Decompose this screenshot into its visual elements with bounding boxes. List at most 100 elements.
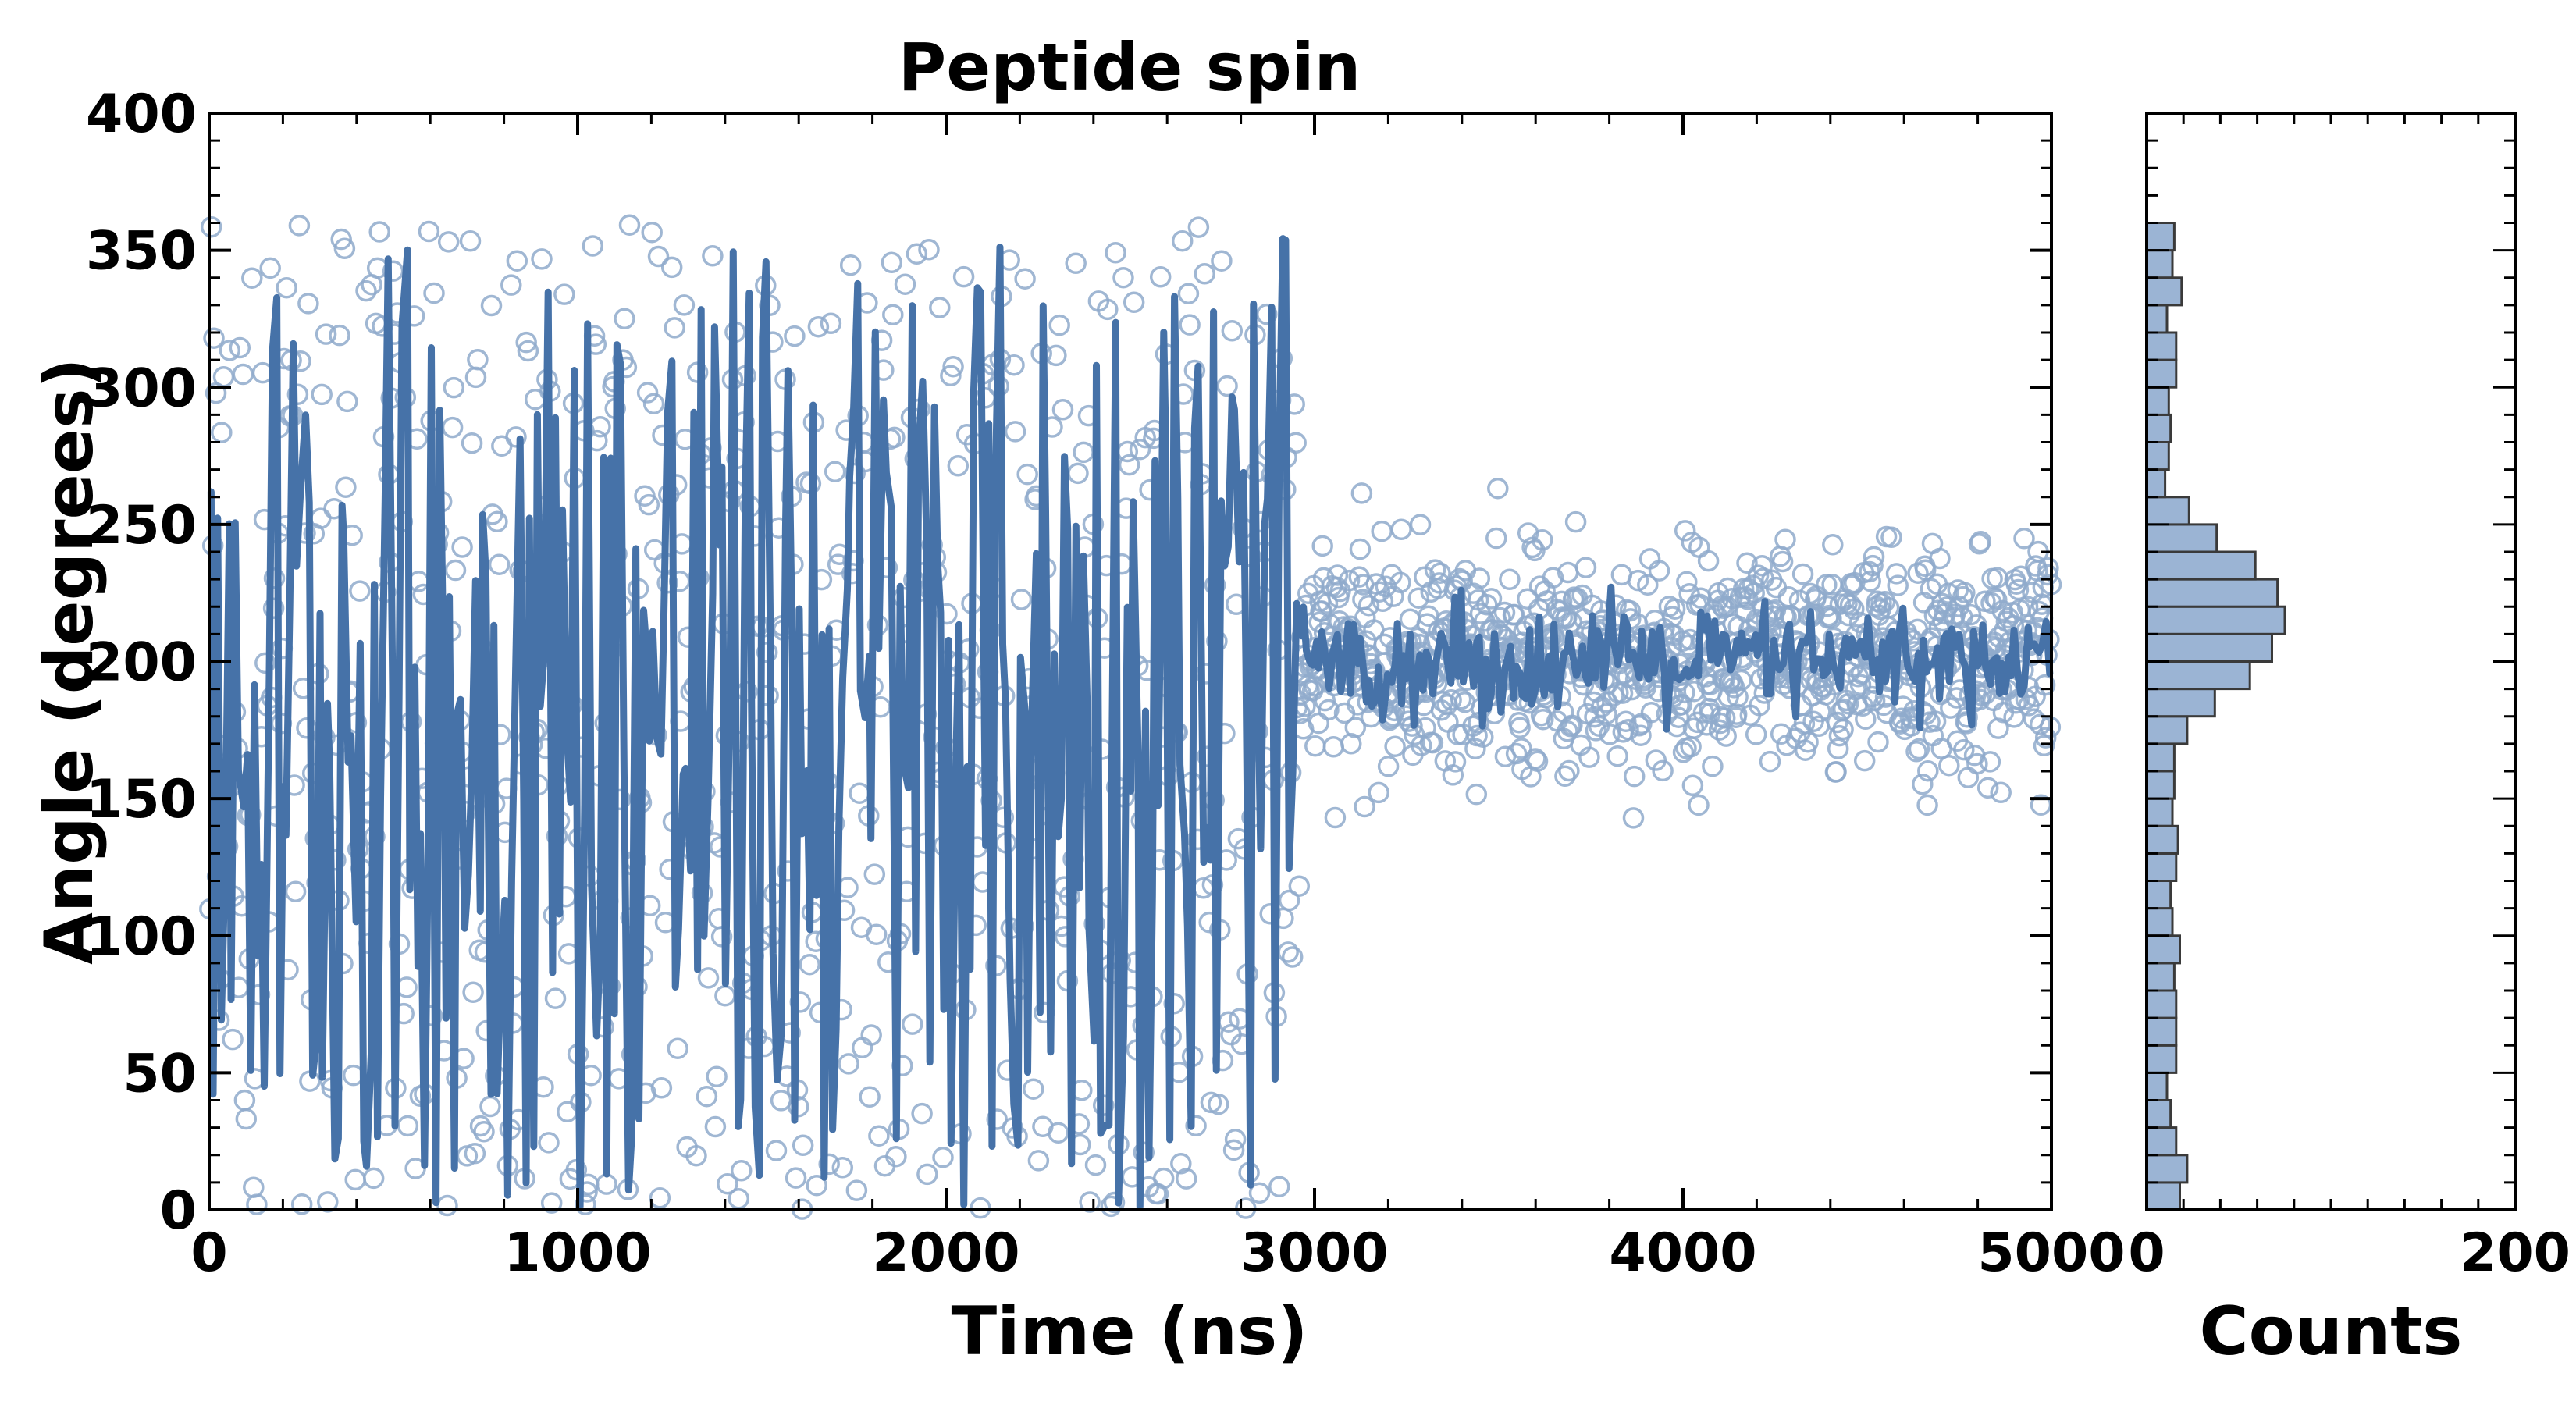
scatter-point [1170,1153,1192,1175]
scatter-point [1862,554,1884,577]
scatter-point [1838,604,1859,627]
scatter-point [1745,724,1767,745]
scatter-point [246,1193,268,1215]
scatter-point [1663,598,1686,620]
scatter-point [1877,596,1900,619]
scatter-point [1010,589,1033,610]
scatter-point [254,652,276,674]
scatter-point [1023,1078,1044,1100]
histogram-bar [2145,1154,2189,1184]
scatter-point [1349,538,1372,560]
histogram-bar [2145,331,2178,361]
scatter-point [349,580,371,602]
scatter-point [1311,535,1333,557]
scatter-point [219,340,241,361]
scatter-point [1350,482,1373,504]
scatter-point [1554,765,1576,788]
scatter-point [1885,563,1908,585]
y-tick-label: 300 [86,357,197,419]
histogram-bar [2145,523,2218,553]
scatter-point [1715,725,1737,747]
scatter-point [618,214,641,236]
histogram-bar [2145,222,2176,252]
scatter-point [1129,438,1151,461]
scatter-point [259,257,281,279]
scatter-point [1409,514,1432,535]
scatter-point [1797,731,1819,753]
scatter-point [1749,695,1770,717]
scatter-point [517,340,539,362]
histogram-bar [2145,249,2174,279]
scatter-point [717,1172,738,1195]
scatter-point [1912,773,1934,795]
x-tick-label: 1000 [503,1222,651,1284]
scatter-point [918,239,940,261]
histogram-bars [2145,222,2286,1211]
scatter-point [1791,563,1814,585]
scatter-point [1465,783,1488,806]
scatter-point [642,393,665,414]
y-tick-label: 150 [86,769,197,831]
scatter-point [333,237,356,260]
scatter-point [1526,750,1549,772]
scatter-point [222,1028,244,1051]
scatter-point [1248,1182,1271,1204]
scatter-point [1966,752,1988,775]
scatter-point [1940,697,1962,719]
scatter-point [1606,745,1628,767]
y-tick-label: 200 [86,632,197,694]
scatter-point [1708,719,1731,741]
scatter-point [1338,569,1361,592]
scatter-point [1759,750,1781,773]
scatter-point [859,1086,881,1108]
main-plot-ticks: 0 1000 2000 3000 4000 5000 0 50 100 150 200 250 300 3… [86,84,2126,1284]
histogram-bar [2145,660,2251,691]
scatter-point [1557,720,1578,742]
scatter-point [1887,574,1909,596]
histogram-bar [2145,276,2183,307]
scatter-point [423,282,445,304]
histogram-bar [2145,1099,2172,1129]
scatter-point [1103,1191,1126,1214]
scatter-point [839,254,862,276]
scatter-point [702,245,724,267]
trajectory-line [207,235,2054,1211]
scatter-point [235,1108,258,1130]
histogram-panel: 0 200 Counts [2128,112,2571,1371]
scatter-point [1979,751,2001,773]
scatter-point [932,1147,954,1168]
scatter-point [1627,569,1649,592]
scatter-point [806,1174,827,1197]
scatter-point [443,376,465,399]
scatter-point [480,294,503,317]
scatter-point [1097,298,1119,321]
scatter-point [1211,250,1233,272]
scatter-point [1368,581,1391,603]
scatter-point [1849,674,1872,695]
scatter-point [2033,735,2055,757]
scatter-point [1278,889,1300,912]
scatter-point [1976,777,1999,799]
scatter-point [894,273,916,295]
scatter-point [1468,567,1491,589]
scatter-point [229,336,251,359]
scatter-point [1510,738,1532,759]
scatter-point [831,1157,854,1179]
scatter-point [1640,701,1663,724]
scatter-point [444,559,467,582]
scatter-point [1596,702,1617,725]
scatter-point [1048,314,1070,336]
scatter-point [818,1153,840,1176]
scatter-point [355,279,377,302]
scatter-point [1185,1115,1207,1137]
scatter-point [330,228,352,251]
scatter-point [1990,781,2012,804]
scatter-point [203,327,225,349]
scatter-point [515,331,537,354]
scatter-point [1324,806,1347,829]
histogram-bar [2145,1016,2178,1047]
scatter-point [1702,755,1724,777]
scatter-point [290,1193,313,1215]
scatter-point [1354,795,1375,818]
scatter-point [865,923,888,945]
